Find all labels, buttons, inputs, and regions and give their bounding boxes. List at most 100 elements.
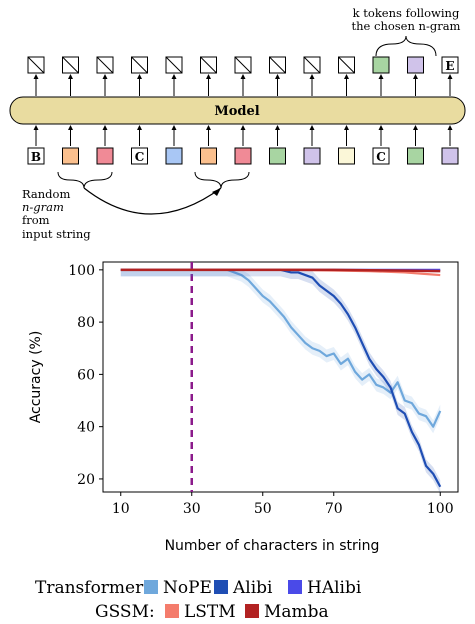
input-token-label-3: C <box>135 150 145 164</box>
output-token-slash-7 <box>269 56 286 74</box>
legend: Transformer: NoPE Alibi HAlibi GSSM: LST… <box>35 578 362 622</box>
output-token-slash-0 <box>27 56 45 74</box>
input-arrowhead-8 <box>309 125 315 130</box>
output-token-12 <box>441 56 459 74</box>
series-line-mamba <box>120 268 441 273</box>
source-brace <box>57 171 113 189</box>
output-arrowhead-2 <box>102 74 108 79</box>
input-token-8 <box>303 147 321 165</box>
side-label-4: input string <box>22 227 91 241</box>
x-axis-label: Number of characters in string <box>165 538 380 554</box>
y-axis-ticks: 20 40 60 80 100 <box>68 263 103 488</box>
x-tick-label-0: 10 <box>112 501 130 517</box>
model-label: Model <box>214 104 259 119</box>
input-token-5 <box>200 147 217 165</box>
input-arrowhead-4 <box>171 125 177 130</box>
side-label-2: n-gram <box>22 200 64 214</box>
legend-item-mamba: Mamba <box>264 602 329 622</box>
model-block <box>9 96 466 125</box>
output-arrowhead-5 <box>206 74 211 79</box>
input-arrowhead-6 <box>240 125 246 130</box>
diagram: k tokens following the chosen n-gram E M… <box>9 6 466 241</box>
input-arrowhead-9 <box>344 125 349 130</box>
output-arrowhead-0 <box>33 74 39 79</box>
input-token-3 <box>131 147 148 165</box>
legend-row2-label: GSSM: <box>95 602 155 622</box>
y-tick-label-0: 20 <box>77 472 95 488</box>
output-arrowhead-4 <box>171 74 177 79</box>
x-tick-label-3: 70 <box>325 501 343 517</box>
output-token-slash-5 <box>200 56 217 74</box>
output-arrowhead-8 <box>309 74 315 79</box>
input-arrowhead-2 <box>102 125 108 130</box>
y-tick-label-2: 60 <box>77 367 95 383</box>
copy-brace <box>194 171 250 189</box>
x-tick-label-1: 30 <box>183 501 201 517</box>
output-token-slash-1 <box>62 56 79 74</box>
input-arrowhead-11 <box>413 125 418 130</box>
input-arrowhead-10 <box>378 125 384 130</box>
legend-swatch-mamba <box>245 604 259 618</box>
series-band-nope <box>120 269 441 434</box>
x-tick-label-2: 50 <box>254 501 272 517</box>
output-token-label-12: E <box>445 59 454 73</box>
input-token-label-10: C <box>376 150 386 164</box>
top-brace <box>375 35 437 57</box>
input-token-label-0: B <box>31 150 41 164</box>
legend-item-lstm: LSTM <box>184 602 236 622</box>
input-token-6 <box>234 147 252 165</box>
output-arrowhead-3 <box>137 74 142 79</box>
output-token-10 <box>372 56 390 74</box>
input-arrowhead-5 <box>206 125 211 130</box>
output-token-11 <box>407 56 424 74</box>
output-arrowhead-1 <box>68 74 73 79</box>
side-label-3: from <box>22 213 50 227</box>
copy-arrowhead <box>212 188 221 196</box>
input-token-10 <box>372 147 390 165</box>
input-arrowhead-7 <box>275 125 280 130</box>
series-band-alibi <box>120 269 441 494</box>
top-note-line-2: the chosen n-gram <box>352 19 461 33</box>
top-note-line-1: k tokens following <box>353 6 460 20</box>
x-tick-label-4: 100 <box>427 501 454 517</box>
input-arrows <box>33 125 453 146</box>
output-token-slash-6 <box>234 56 252 74</box>
input-token-4 <box>165 147 183 165</box>
y-axis-label: Accuracy (%) <box>28 331 44 424</box>
input-token-9 <box>338 147 355 165</box>
input-arrowhead-3 <box>137 125 142 130</box>
legend-item-nope: NoPE <box>163 578 212 598</box>
series-lines <box>120 268 442 494</box>
output-token-slash-4 <box>165 56 183 74</box>
output-arrowhead-11 <box>413 74 418 79</box>
legend-swatch-halibi <box>288 580 302 594</box>
output-arrowhead-10 <box>378 74 384 79</box>
input-token-7 <box>269 147 286 165</box>
output-arrowhead-12 <box>447 74 453 79</box>
y-tick-label-3: 80 <box>77 315 95 331</box>
output-arrows <box>33 74 453 96</box>
output-token-slash-9 <box>338 56 355 74</box>
input-token-12 <box>441 147 459 165</box>
output-arrowhead-9 <box>344 74 349 79</box>
y-tick-label-1: 40 <box>77 420 95 436</box>
copy-arrow <box>83 187 222 215</box>
output-token-slash-3 <box>131 56 148 74</box>
output-token-slash-8 <box>303 56 321 74</box>
input-token-0 <box>27 147 45 165</box>
series-line-nope <box>120 268 442 428</box>
y-tick-label-4: 100 <box>68 263 95 279</box>
output-token-row: E <box>27 56 459 74</box>
chart: 20 40 60 80 100 10 30 50 70 100 Number of charac… <box>28 261 459 554</box>
series-line-alibi <box>120 268 442 488</box>
output-token-slash-2 <box>96 56 114 74</box>
input-token-11 <box>407 147 424 165</box>
output-arrowhead-6 <box>240 74 246 79</box>
legend-row1-label: Transformer: <box>35 578 149 598</box>
input-arrowhead-12 <box>447 125 453 130</box>
legend-swatch-nope <box>144 580 158 594</box>
input-token-1 <box>62 147 79 165</box>
legend-item-alibi: Alibi <box>232 578 273 598</box>
